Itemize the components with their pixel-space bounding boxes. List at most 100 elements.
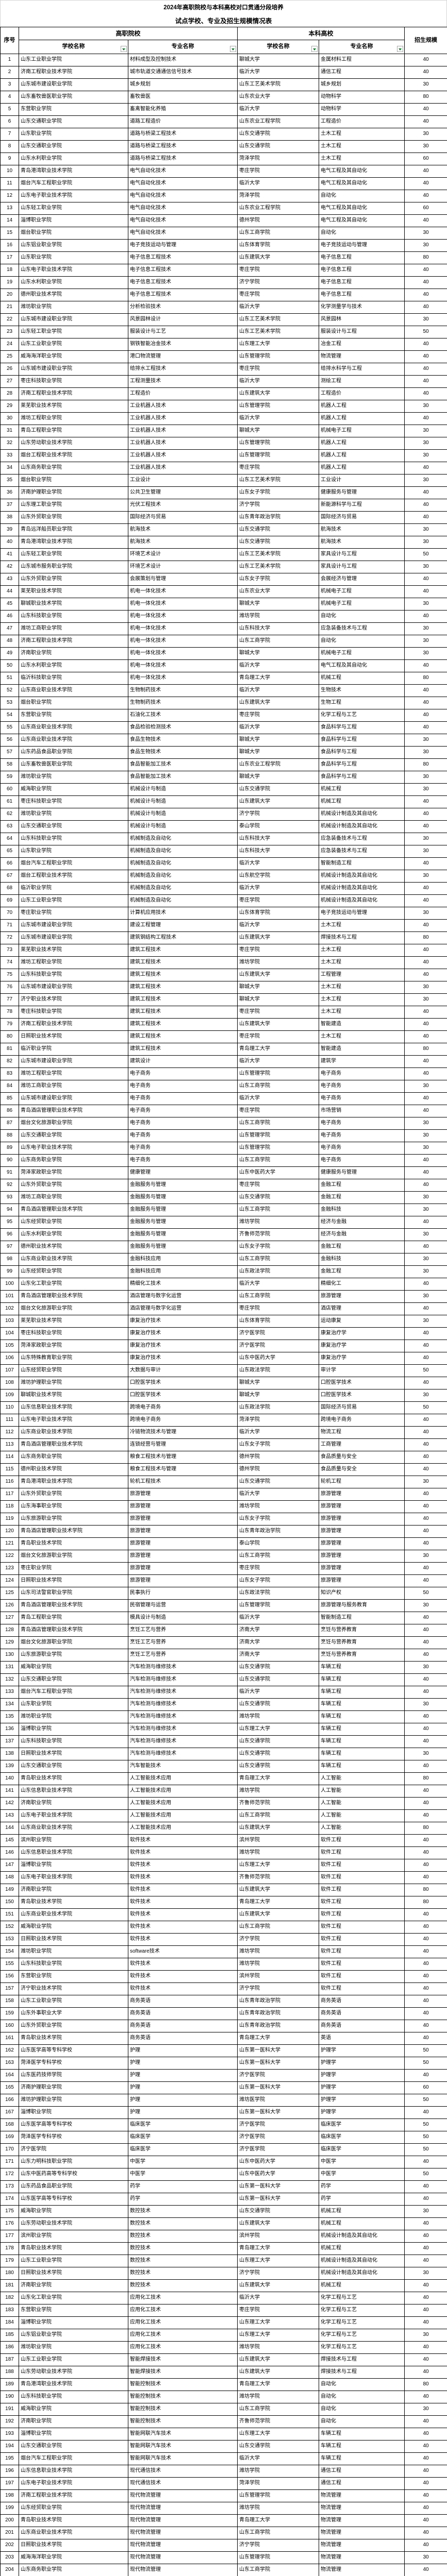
undergraduate-school-name: 齐鲁师范学院 <box>237 1228 320 1241</box>
row-index: 68 <box>0 882 19 895</box>
undergraduate-school-name: 潍坊学院 <box>237 2465 320 2478</box>
table-row: 161 青岛职业技术学院 商务英语 青岛理工大学 英语 40 <box>0 2032 447 2045</box>
table-row: 124 日照职业技术学院 旅游管理 山东女子学院 旅游管理 40 <box>0 1574 447 1587</box>
filter-dropdown-icon[interactable] <box>397 46 404 52</box>
enrollment-scale: 40 <box>404 2477 447 2490</box>
filter-dropdown-icon[interactable] <box>230 46 237 52</box>
undergraduate-school-name: 潍坊学院 <box>237 1958 320 1971</box>
vocational-school-name: 淄博职业学院 <box>19 2316 128 2329</box>
row-index: 114 <box>0 1451 19 1464</box>
vocational-school-name: 潍坊工商职业学院 <box>19 1191 128 1204</box>
enrollment-scale: 50 <box>404 2044 447 2057</box>
vocational-school-name: 山东信息职业技术学院 <box>19 2465 128 2478</box>
table-row: 202 日照职业技术学院 现代物流管理 济宁学院 物流管理 40 <box>0 2539 447 2552</box>
table-row: 183 东营职业学院 应用化工技术 枣庄学院 化学工程与工艺 40 <box>0 2304 447 2317</box>
row-index: 204 <box>0 2564 19 2576</box>
undergraduate-school-name: 临沂大学 <box>237 2452 320 2465</box>
vocational-major-name: 金融科技应用 <box>127 1253 238 1266</box>
vocational-school-name: 山东水利职业学院 <box>19 152 128 165</box>
undergraduate-major-name: 化学工程与工艺 <box>319 2341 405 2354</box>
row-index: 159 <box>0 2007 19 2020</box>
row-index: 126 <box>0 1599 19 1612</box>
undergraduate-school-name: 潍坊学院 <box>237 1785 320 1798</box>
table-row: 40 青岛港湾职业技术学院 航海技术 山东交通学院 航海技术 30 <box>0 536 447 549</box>
enrollment-scale: 40 <box>404 944 447 957</box>
undergraduate-school-name: 青岛理工大学 <box>237 1896 320 1909</box>
vocational-major-name: 建筑工程技术 <box>127 1018 238 1031</box>
vocational-major-name: 金融服务与管理 <box>127 1216 238 1229</box>
enrollment-scale: 40 <box>404 2514 447 2527</box>
vocational-major-name: 材料成型及控制技术 <box>127 54 238 66</box>
undergraduate-major-name: 人工智能 <box>319 1785 405 1798</box>
row-index: 54 <box>0 709 19 722</box>
vocational-school-name: 山东商务职业学院 <box>19 462 128 474</box>
enrollment-scale: 40 <box>404 2415 447 2428</box>
vocational-major-name: 机械设计与制造 <box>127 808 238 821</box>
undergraduate-major-name: 智能制造工程 <box>319 857 405 870</box>
enrollment-scale: 40 <box>404 2539 447 2552</box>
table-header: 序号 高职院校 本科高校 招生规模 学校名称 专业名称 学校名称 <box>0 27 447 54</box>
table-row: 117 山东外贸职业学院 旅游管理 临沂大学 旅游管理 40 <box>0 1488 447 1501</box>
vocational-major-name: 服装设计与工艺 <box>127 326 238 338</box>
row-index: 66 <box>0 857 19 870</box>
vocational-school-name: 烟台汽车工程职业学院 <box>19 1686 128 1699</box>
enrollment-scale: 40 <box>404 2465 447 2478</box>
row-index: 202 <box>0 2539 19 2552</box>
row-index: 142 <box>0 1797 19 1810</box>
enrollment-scale: 30 <box>404 845 447 858</box>
vocational-major-name: 烹饪工艺与营养 <box>127 1624 238 1637</box>
vocational-school-name: 青岛港湾职业技术学院 <box>19 165 128 178</box>
vocational-major-name: 机械设计与制造 <box>127 795 238 808</box>
enrollment-scale: 40 <box>404 2193 447 2206</box>
row-index: 190 <box>0 2391 19 2403</box>
enrollment-scale: 40 <box>404 2428 447 2441</box>
filter-dropdown-icon[interactable] <box>121 46 127 52</box>
undergraduate-major-name: 物流管理 <box>319 2527 405 2539</box>
undergraduate-major-name: 机械设计制造及其自动化 <box>319 894 405 907</box>
table-row: 19 山东水利职业学院 电子信息工程技术 济宁学院 电子信息工程 40 <box>0 276 447 289</box>
filter-dropdown-icon[interactable] <box>311 46 318 52</box>
undergraduate-major-name: 护理学 <box>319 2044 405 2057</box>
row-index: 149 <box>0 1884 19 1896</box>
vocational-major-name: 航海技术 <box>127 523 238 536</box>
vocational-school-name: 山东城市建设职业学院 <box>19 363 128 376</box>
row-index: 107 <box>0 1364 19 1377</box>
undergraduate-major-name: 焊接技术与工程 <box>319 2366 405 2379</box>
vocational-major-name: 机械设计与制造 <box>127 820 238 833</box>
row-index: 79 <box>0 1018 19 1031</box>
row-index: 145 <box>0 1834 19 1847</box>
vocational-school-name: 山东交通职业学院 <box>19 140 128 153</box>
vocational-major-name: 智能控制技术 <box>127 2391 238 2403</box>
row-index: 23 <box>0 326 19 338</box>
undergraduate-school-name: 潍坊学院 <box>237 956 320 969</box>
undergraduate-major-name: 食品科学与工程 <box>319 721 405 734</box>
row-index: 137 <box>0 1735 19 1748</box>
vocational-major-name: 道路与桥梁工程技术 <box>127 128 238 141</box>
table-row: 96 山东水利职业学院 金融服务与管理 齐鲁师范学院 经济与金融 30 <box>0 1228 447 1241</box>
enrollment-scale: 40 <box>404 2217 447 2230</box>
vocational-school-name: 青岛职业技术学院 <box>19 1537 128 1550</box>
undergraduate-major-name: 化学测量学与技术 <box>319 301 405 314</box>
undergraduate-school-name: 德州学院 <box>237 214 320 227</box>
enrollment-scale: 40 <box>404 2489 447 2502</box>
undergraduate-school-name: 山东工商学院 <box>237 1921 320 1934</box>
undergraduate-major-name: 电子商务 <box>319 1117 405 1130</box>
vocational-major-name: 建筑工程技术 <box>127 944 238 957</box>
undergraduate-school-name: 山东管理学院 <box>237 2489 320 2502</box>
vocational-school-name: 菏泽医学专科学校 <box>19 2131 128 2144</box>
row-index: 185 <box>0 2329 19 2342</box>
enrollment-scale: 30 <box>404 1253 447 1266</box>
undergraduate-major-name: 工业设计 <box>319 474 405 487</box>
undergraduate-major-name: 药学 <box>319 2193 405 2206</box>
row-index: 112 <box>0 1426 19 1439</box>
undergraduate-school-name: 临沂大学 <box>237 1686 320 1699</box>
undergraduate-school-name: 枣庄学院 <box>237 1302 320 1315</box>
undergraduate-school-name: 山东交通学院 <box>237 1748 320 1760</box>
undergraduate-school-name: 临沂大学 <box>237 857 320 870</box>
vocational-school-name: 青岛职业技术学院 <box>19 1896 128 1909</box>
row-index: 15 <box>0 227 19 240</box>
undergraduate-major-name: 机械工程 <box>319 795 405 808</box>
undergraduate-school-name: 山东女子学院 <box>237 1574 320 1587</box>
undergraduate-major-name: 电子信息工程 <box>319 264 405 277</box>
enrollment-scale: 80 <box>404 1884 447 1896</box>
